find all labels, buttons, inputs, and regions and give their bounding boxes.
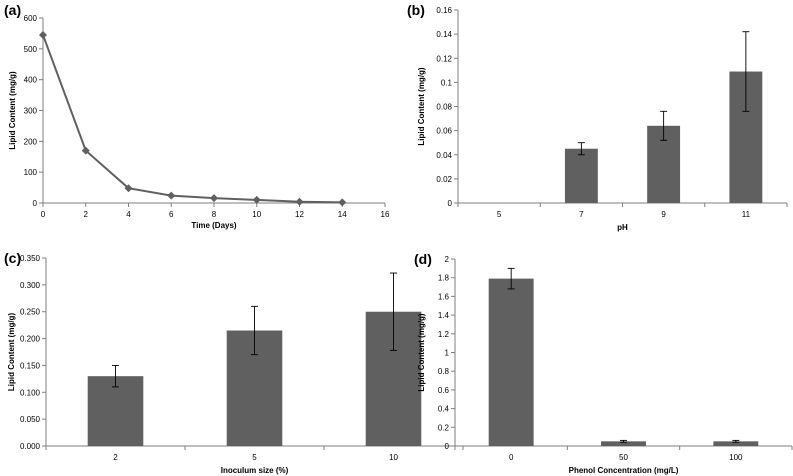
y-tick-label: 0.300 — [20, 281, 41, 290]
x-tick-label: 2 — [113, 453, 118, 462]
data-point-marker — [167, 191, 176, 200]
panel-c-bar-chart: (c)0.0000.0500.1000.1500.2000.2500.3000.… — [4, 250, 464, 475]
y-tick-label: 0.350 — [20, 254, 41, 263]
x-axis-title: Time (Days) — [191, 221, 237, 230]
y-tick-label: 0.050 — [20, 415, 41, 424]
y-axis-title: Lipid Content (mg/g) — [7, 313, 16, 392]
bar — [87, 376, 144, 446]
y-tick-label: 0.2 — [438, 423, 450, 432]
panel-label: (c) — [4, 250, 21, 266]
data-point-marker — [252, 195, 261, 204]
y-tick-label: 400 — [24, 76, 38, 85]
x-axis-title: Inoculum size (%) — [221, 466, 289, 475]
y-tick-label: 0.8 — [438, 367, 450, 376]
series-line — [42, 34, 343, 204]
panel-label: (d) — [414, 251, 432, 267]
y-axis-title: Lipid Content (mg/g) — [417, 313, 426, 392]
y-tick-label: 0.6 — [438, 386, 450, 395]
y-tick-label: 100 — [24, 168, 38, 177]
y-tick-label: 0.08 — [436, 103, 452, 112]
bar — [713, 441, 759, 446]
x-tick-label: 9 — [661, 210, 666, 219]
y-tick-label: 1.4 — [438, 311, 450, 320]
y-tick-label: 0.200 — [20, 335, 41, 344]
y-tick-label: 0 — [33, 199, 38, 208]
y-tick-label: 0.12 — [436, 54, 452, 63]
y-tick-label: 500 — [24, 45, 38, 54]
x-tick-label: 6 — [169, 210, 174, 219]
panel-label: (b) — [407, 2, 425, 18]
panel-label: (a) — [4, 2, 21, 18]
x-axis-title: pH — [617, 223, 628, 232]
y-tick-label: 0.06 — [436, 127, 452, 136]
x-tick-label: 10 — [252, 210, 261, 219]
x-tick-label: 5 — [497, 210, 502, 219]
x-tick-label: 4 — [126, 210, 131, 219]
y-tick-label: 1 — [445, 349, 450, 358]
y-tick-label: 1.2 — [438, 330, 450, 339]
x-tick-label: 5 — [252, 453, 257, 462]
y-tick-label: 1.8 — [438, 274, 450, 283]
y-axis-title: Lipid Content (mg/g) — [417, 67, 426, 146]
y-tick-label: 0.4 — [438, 405, 450, 414]
bar — [488, 278, 534, 446]
x-tick-label: 7 — [579, 210, 584, 219]
x-tick-label: 12 — [295, 210, 304, 219]
y-tick-label: 0.250 — [20, 308, 41, 317]
y-tick-label: 0 — [445, 442, 450, 451]
x-tick-label: 8 — [212, 210, 217, 219]
y-tick-label: 0.100 — [20, 388, 41, 397]
bar — [564, 148, 598, 203]
y-tick-label: 300 — [24, 107, 38, 116]
y-tick-label: 0.000 — [20, 442, 41, 451]
data-point-marker — [338, 198, 347, 207]
data-point-marker — [124, 184, 133, 193]
y-axis-title: Lipid Content (mg/g) — [8, 71, 17, 150]
y-tick-label: 2 — [445, 255, 450, 264]
x-axis-title: Phenol Concentration (mg/L) — [569, 466, 679, 475]
x-tick-label: 14 — [338, 210, 347, 219]
data-point-marker — [39, 30, 47, 39]
y-tick-label: 0 — [448, 199, 453, 208]
panel-d-bar-chart: (d) 0 0.2 0.4 0.6 0.8 1 1.2 1.4 1.6 1.8 2 Lipid Cont… — [414, 251, 793, 475]
y-tick-label: 0.14 — [436, 30, 452, 39]
data-point-marker — [81, 146, 90, 155]
x-tick-label: 10 — [389, 453, 398, 462]
x-tick-label: 11 — [742, 210, 751, 219]
x-tick-label: 100 — [729, 453, 743, 462]
y-tick-label: 0.1 — [441, 78, 453, 87]
x-tick-label: 50 — [619, 453, 628, 462]
y-tick-label: 0.150 — [20, 361, 41, 370]
y-tick-label: 0.04 — [436, 151, 452, 160]
x-tick-label: 16 — [381, 210, 390, 219]
data-point-marker — [210, 194, 218, 203]
panel-b-bar-chart: (b) 0 0.02 0.04 0.06 0.08 0.1 0.12 0.14 0.16 Lipid… — [407, 2, 788, 232]
y-tick-label: 600 — [24, 14, 38, 23]
y-tick-label: 1.6 — [438, 292, 450, 301]
bar — [601, 441, 646, 446]
data-point-marker — [295, 197, 304, 206]
x-tick-label: 0 — [509, 453, 514, 462]
y-tick-label: 0.16 — [436, 6, 452, 15]
y-tick-label: 0.02 — [436, 175, 452, 184]
x-tick-label: 2 — [84, 210, 89, 219]
y-tick-label: 200 — [24, 137, 38, 146]
x-tick-label: 0 — [41, 210, 46, 219]
